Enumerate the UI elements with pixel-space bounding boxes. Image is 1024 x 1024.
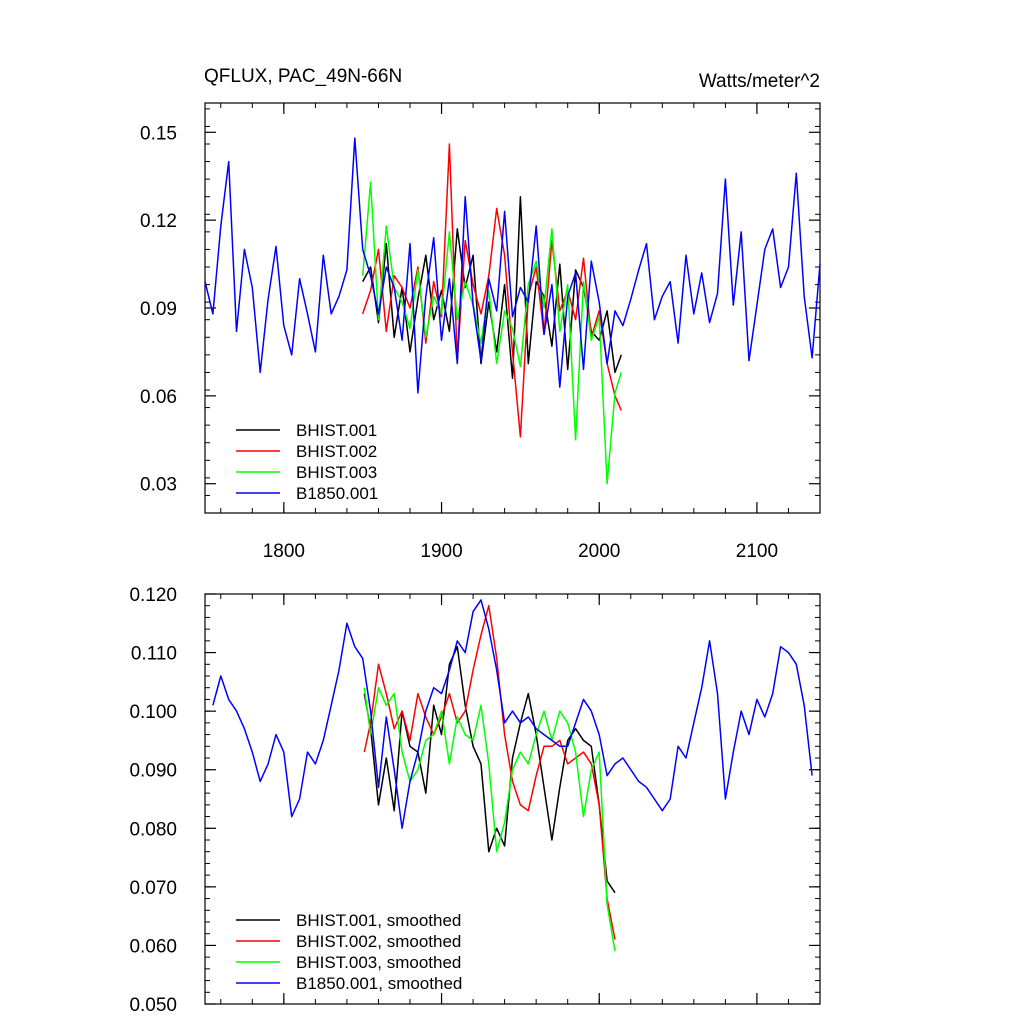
bottom-chart-series	[212, 599, 813, 952]
legend-label-4: B1850.001, smoothed	[296, 974, 462, 993]
bottom-chart-minor-ticks	[205, 593, 821, 1005]
y-tick-label: 0.100	[129, 702, 177, 723]
top-chart: QFLUX, PAC_49N-66N Watts/meter^2 1800 190…	[140, 66, 821, 562]
bottom-chart-plot-area	[204, 593, 821, 1005]
series-line-2	[363, 604, 616, 940]
bottom-chart: 0.050 0.060 0.070 0.080 0.090 0.100 0.110 0.120…	[129, 585, 821, 1016]
y-tick-label: 0.110	[131, 644, 177, 665]
legend-label-2: BHIST.002, smoothed	[296, 932, 461, 951]
y-tick-label: 0.03	[140, 475, 177, 496]
y-tick-label: 0.15	[140, 123, 177, 144]
bottom-chart-major-ticks: 0.050 0.060 0.070 0.080 0.090 0.100 0.110 0.120	[129, 585, 820, 1016]
x-tick-label: 2100	[736, 541, 778, 562]
x-tick-label: 2000	[578, 541, 620, 562]
legend-label-1: BHIST.001	[296, 421, 377, 440]
y-tick-label: 0.06	[140, 387, 177, 408]
bottom-chart-legend: BHIST.001, smoothed BHIST.002, smoothed BH…	[236, 911, 462, 993]
y-tick-label: 0.070	[129, 878, 177, 899]
y-tick-label: 0.12	[140, 211, 177, 232]
top-chart-major-ticks: 1800 1900 2000 2100 0.03 0.06 0.09 0.12 0.15	[140, 103, 820, 562]
top-chart-title: QFLUX, PAC_49N-66N	[204, 66, 402, 87]
y-tick-label: 0.060	[129, 936, 177, 957]
top-chart-legend: BHIST.001 BHIST.002 BHIST.003 B1850.001	[236, 421, 378, 503]
x-tick-label: 1900	[420, 541, 462, 562]
x-tick-label: 1800	[263, 541, 305, 562]
y-tick-label: 0.120	[129, 585, 177, 606]
series-line-4	[204, 137, 821, 394]
top-chart-series	[204, 137, 821, 485]
y-tick-label: 0.09	[140, 299, 177, 320]
legend-label-1: BHIST.001, smoothed	[296, 911, 461, 930]
legend-label-3: BHIST.003	[296, 463, 377, 482]
top-chart-minor-ticks	[205, 103, 821, 514]
legend-label-3: BHIST.003, smoothed	[296, 953, 461, 972]
series-line-4	[212, 599, 813, 830]
y-tick-label: 0.090	[129, 761, 177, 782]
series-line-3	[361, 181, 623, 485]
y-tick-label: 0.080	[129, 819, 177, 840]
legend-label-4: B1850.001	[296, 484, 378, 503]
y-tick-label: 0.050	[129, 995, 177, 1016]
top-chart-units: Watts/meter^2	[699, 71, 820, 92]
series-line-3	[363, 686, 616, 952]
legend-label-2: BHIST.002	[296, 442, 377, 461]
